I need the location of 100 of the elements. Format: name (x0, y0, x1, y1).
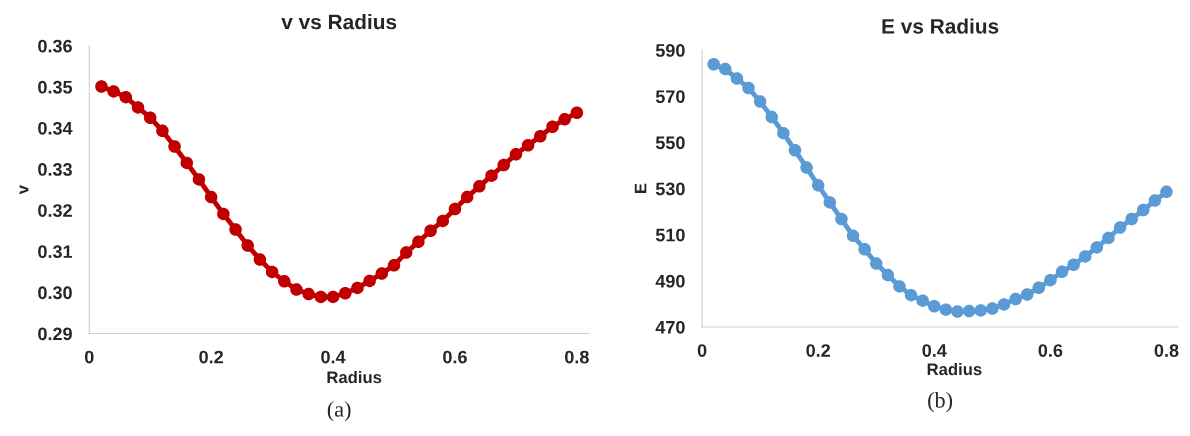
x-tick-label: 0 (84, 350, 94, 364)
y-tick-label: 0.30 (38, 286, 72, 300)
y-tick-label: 550 (655, 136, 685, 150)
x-axis-title: Radius (327, 370, 382, 384)
point (290, 283, 303, 296)
point (904, 288, 918, 302)
point (424, 224, 437, 238)
point (412, 235, 425, 249)
x-tick-label: 0.8 (565, 350, 589, 364)
chart-title: v vs Radius (281, 14, 397, 30)
y-tick-label: 510 (655, 228, 685, 242)
x-tick-label: 0.2 (199, 350, 223, 364)
point (730, 72, 744, 85)
point (916, 294, 929, 307)
y-tick-label: 490 (655, 274, 685, 288)
x-axis-title: Radius (927, 362, 982, 376)
point (1113, 221, 1127, 234)
point (974, 304, 987, 317)
point (375, 267, 389, 280)
point (546, 120, 559, 134)
point (1078, 250, 1092, 263)
point (95, 80, 108, 93)
point (473, 180, 486, 193)
point (241, 239, 254, 252)
point (509, 148, 523, 161)
point (485, 169, 498, 182)
point (338, 287, 352, 300)
point (881, 268, 895, 282)
point (534, 129, 547, 143)
point (168, 140, 181, 153)
point (1160, 185, 1173, 199)
point (962, 304, 976, 318)
point (143, 111, 157, 124)
text: (a) (327, 401, 351, 422)
chart-title: E vs Radius (882, 18, 999, 34)
x-tick-label: 0.4 (321, 350, 346, 364)
point (521, 139, 535, 152)
point (119, 90, 133, 104)
point (1102, 231, 1115, 245)
point (1137, 203, 1150, 217)
point (156, 124, 169, 138)
point (939, 303, 953, 316)
point (719, 62, 732, 76)
text: (b) (928, 392, 953, 413)
point (180, 156, 194, 170)
point (893, 280, 906, 293)
point (204, 190, 218, 204)
point (928, 299, 941, 313)
point (1032, 281, 1046, 295)
point (1125, 212, 1138, 226)
point (800, 161, 813, 174)
point (265, 265, 279, 279)
point (823, 196, 837, 209)
x-tick-label: 0.6 (1038, 344, 1063, 357)
point (1009, 292, 1022, 306)
y-tick-label: 0.34 (38, 121, 73, 135)
point (951, 305, 964, 318)
y-tick-label: 0.33 (38, 163, 72, 176)
x-tick-label: 0.6 (443, 350, 467, 364)
point (253, 253, 267, 266)
y-axis-title: E (634, 183, 647, 194)
point (1067, 258, 1080, 271)
y-tick-label: 0.31 (38, 245, 73, 259)
point (497, 158, 510, 172)
point (1020, 288, 1034, 301)
point (558, 113, 571, 126)
point (997, 298, 1011, 311)
point (986, 302, 999, 315)
point (707, 57, 720, 71)
point (742, 81, 755, 95)
point (131, 101, 145, 114)
point (192, 173, 206, 186)
point (217, 207, 230, 221)
point (326, 290, 340, 304)
point (351, 281, 364, 295)
y-tick-label: 470 (655, 320, 685, 334)
y-tick-label: 0.36 (38, 39, 72, 53)
point (399, 246, 413, 259)
point (314, 290, 328, 304)
point (436, 214, 450, 228)
y-tick-label: 590 (655, 44, 685, 57)
y-tick-label: 530 (655, 182, 685, 196)
y-tick-label: 0.29 (38, 327, 72, 341)
point (835, 212, 848, 226)
y-axis-title: v (19, 185, 29, 195)
point (811, 179, 825, 192)
point (777, 126, 790, 140)
y-tick-label: 570 (655, 90, 685, 103)
point (765, 110, 779, 124)
x-tick-label: 0 (697, 344, 707, 357)
y-tick-label: 0.35 (38, 80, 73, 94)
x-tick-label: 0.2 (806, 344, 831, 357)
point (278, 275, 291, 288)
point (846, 229, 860, 243)
point (363, 274, 376, 288)
point (1055, 265, 1069, 279)
point (302, 287, 315, 301)
point (1148, 194, 1162, 207)
x-tick-label: 0.8 (1154, 344, 1179, 357)
point (570, 106, 584, 120)
